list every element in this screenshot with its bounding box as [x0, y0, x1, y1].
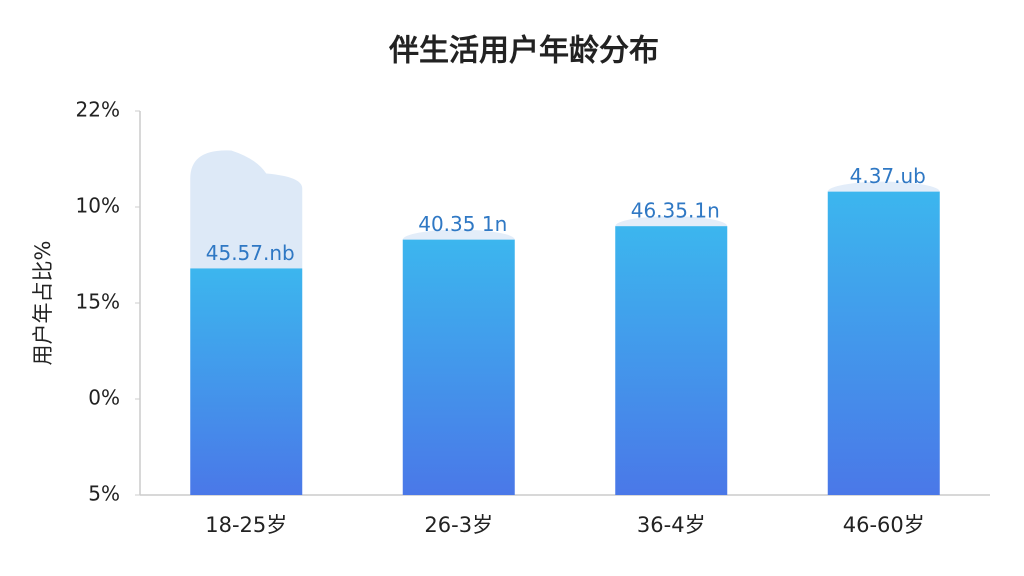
y-axis-label: 用户年占比% [31, 241, 55, 366]
x-tick-label: 18-25岁 [205, 513, 287, 537]
bar-annotation: 45.57.nb [206, 241, 295, 265]
bar-annotation: 4.37.ub [850, 164, 926, 188]
y-tick-label: 0% [88, 386, 120, 410]
bar [190, 268, 303, 495]
y-tick-label: 10% [76, 194, 120, 218]
y-tick-label: 5% [88, 482, 120, 506]
bar-glow [190, 150, 303, 269]
bar [615, 226, 728, 495]
bar [402, 239, 515, 495]
y-tick-label: 22% [76, 98, 120, 122]
bar [827, 191, 940, 495]
chart-title: 伴生活用户年龄分布 [388, 34, 659, 69]
bar-annotation: 46.35.1n [631, 199, 720, 223]
bar-annotation: 40.35 1n [418, 212, 507, 236]
y-tick-label: 15% [76, 290, 120, 314]
x-tick-label: 36-4岁 [637, 513, 706, 537]
x-tick-label: 46-60岁 [843, 513, 925, 537]
x-tick-label: 26-3岁 [424, 513, 493, 537]
